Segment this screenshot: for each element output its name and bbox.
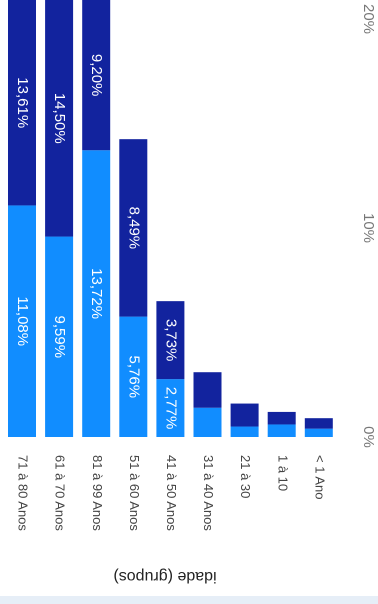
footer-strip [0,596,378,604]
x-tick-label: 81 à 99 Anos [90,455,105,531]
data-label: 14,50% [51,93,68,144]
bar-segment [230,403,259,427]
y-tick-label: 10% [360,213,377,243]
data-label: 2,77% [162,387,179,430]
bar-segment [8,0,36,206]
bar-segment [119,139,148,317]
data-label: 9,59% [51,316,68,359]
bar-segment [304,418,333,429]
x-tick-label: 51 à 60 Anos [127,455,142,531]
data-label: 11,08% [14,296,31,346]
bar-segment [267,424,296,437]
data-label: 5,76% [125,356,142,399]
data-label: 13,72% [88,268,105,319]
bar-segment [45,0,74,237]
data-label: 3,73% [162,319,179,362]
x-tick-label: 1 à 10 [275,455,290,491]
bar-segment [119,316,148,437]
bar-segment [193,407,222,437]
bar-segment [193,372,222,408]
x-tick-label: 21 à 30 [238,455,253,498]
bar-segment [156,379,185,437]
bar-segment [8,205,36,437]
bar-segment [45,236,74,437]
x-tick-label: 41 à 50 Anos [164,455,179,531]
bar-segment [267,411,296,425]
x-tick-label: 61 à 70 Anos [53,455,68,531]
x-tick-label: < 1 Ano [312,455,327,499]
y-tick-label: 20% [360,4,377,34]
data-label: 9,20% [88,54,105,97]
bar-segment [304,428,333,437]
bar-segment [156,301,185,380]
data-label: 13,61% [14,77,31,128]
bar-segment [230,426,259,437]
x-tick-label: 71 à 80 Anos [16,455,31,531]
data-label: 8,49% [125,207,142,250]
bar-segment [82,150,111,437]
bar-segment [82,0,111,151]
y-tick-label: 0% [360,426,377,448]
x-axis-title: idade (grupos) [113,568,216,585]
x-tick-label: 31 à 40 Anos [201,455,216,531]
